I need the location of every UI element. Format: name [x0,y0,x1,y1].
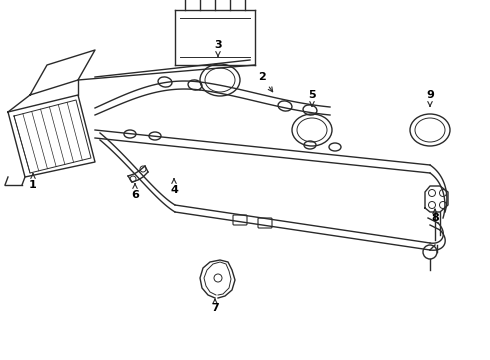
Text: 4: 4 [170,179,178,195]
Text: 6: 6 [131,184,139,200]
Text: 2: 2 [258,72,272,92]
Text: 1: 1 [29,174,37,190]
Text: 7: 7 [211,299,219,313]
Text: 3: 3 [214,40,222,56]
Text: 5: 5 [308,90,316,106]
Text: 9: 9 [426,90,434,106]
Text: 8: 8 [431,209,439,223]
